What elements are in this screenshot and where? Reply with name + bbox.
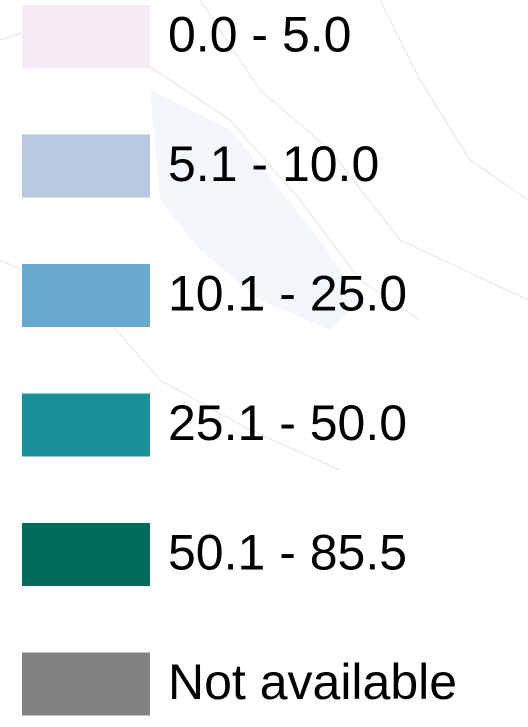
legend-swatch bbox=[22, 264, 150, 327]
legend-label: 50.1 - 85.5 bbox=[168, 525, 407, 581]
legend-swatch bbox=[22, 134, 150, 198]
legend-label: 10.1 - 25.0 bbox=[168, 266, 407, 322]
legend-label: 0.0 - 5.0 bbox=[168, 7, 351, 63]
legend-label: 25.1 - 50.0 bbox=[168, 395, 407, 451]
map-border bbox=[379, 0, 528, 201]
legend-swatch bbox=[22, 652, 150, 716]
map-border bbox=[199, 0, 528, 301]
legend-label: Not available bbox=[168, 654, 457, 710]
legend-label: 5.1 - 10.0 bbox=[168, 136, 379, 192]
legend-swatch bbox=[22, 523, 150, 586]
legend-swatch bbox=[22, 5, 150, 68]
map-region bbox=[150, 90, 360, 330]
legend-items: 0.0 - 5.0 5.1 - 10.0 10.1 - 25.0 25.1 - 50.… bbox=[22, 5, 457, 716]
legend-swatch bbox=[22, 393, 150, 457]
